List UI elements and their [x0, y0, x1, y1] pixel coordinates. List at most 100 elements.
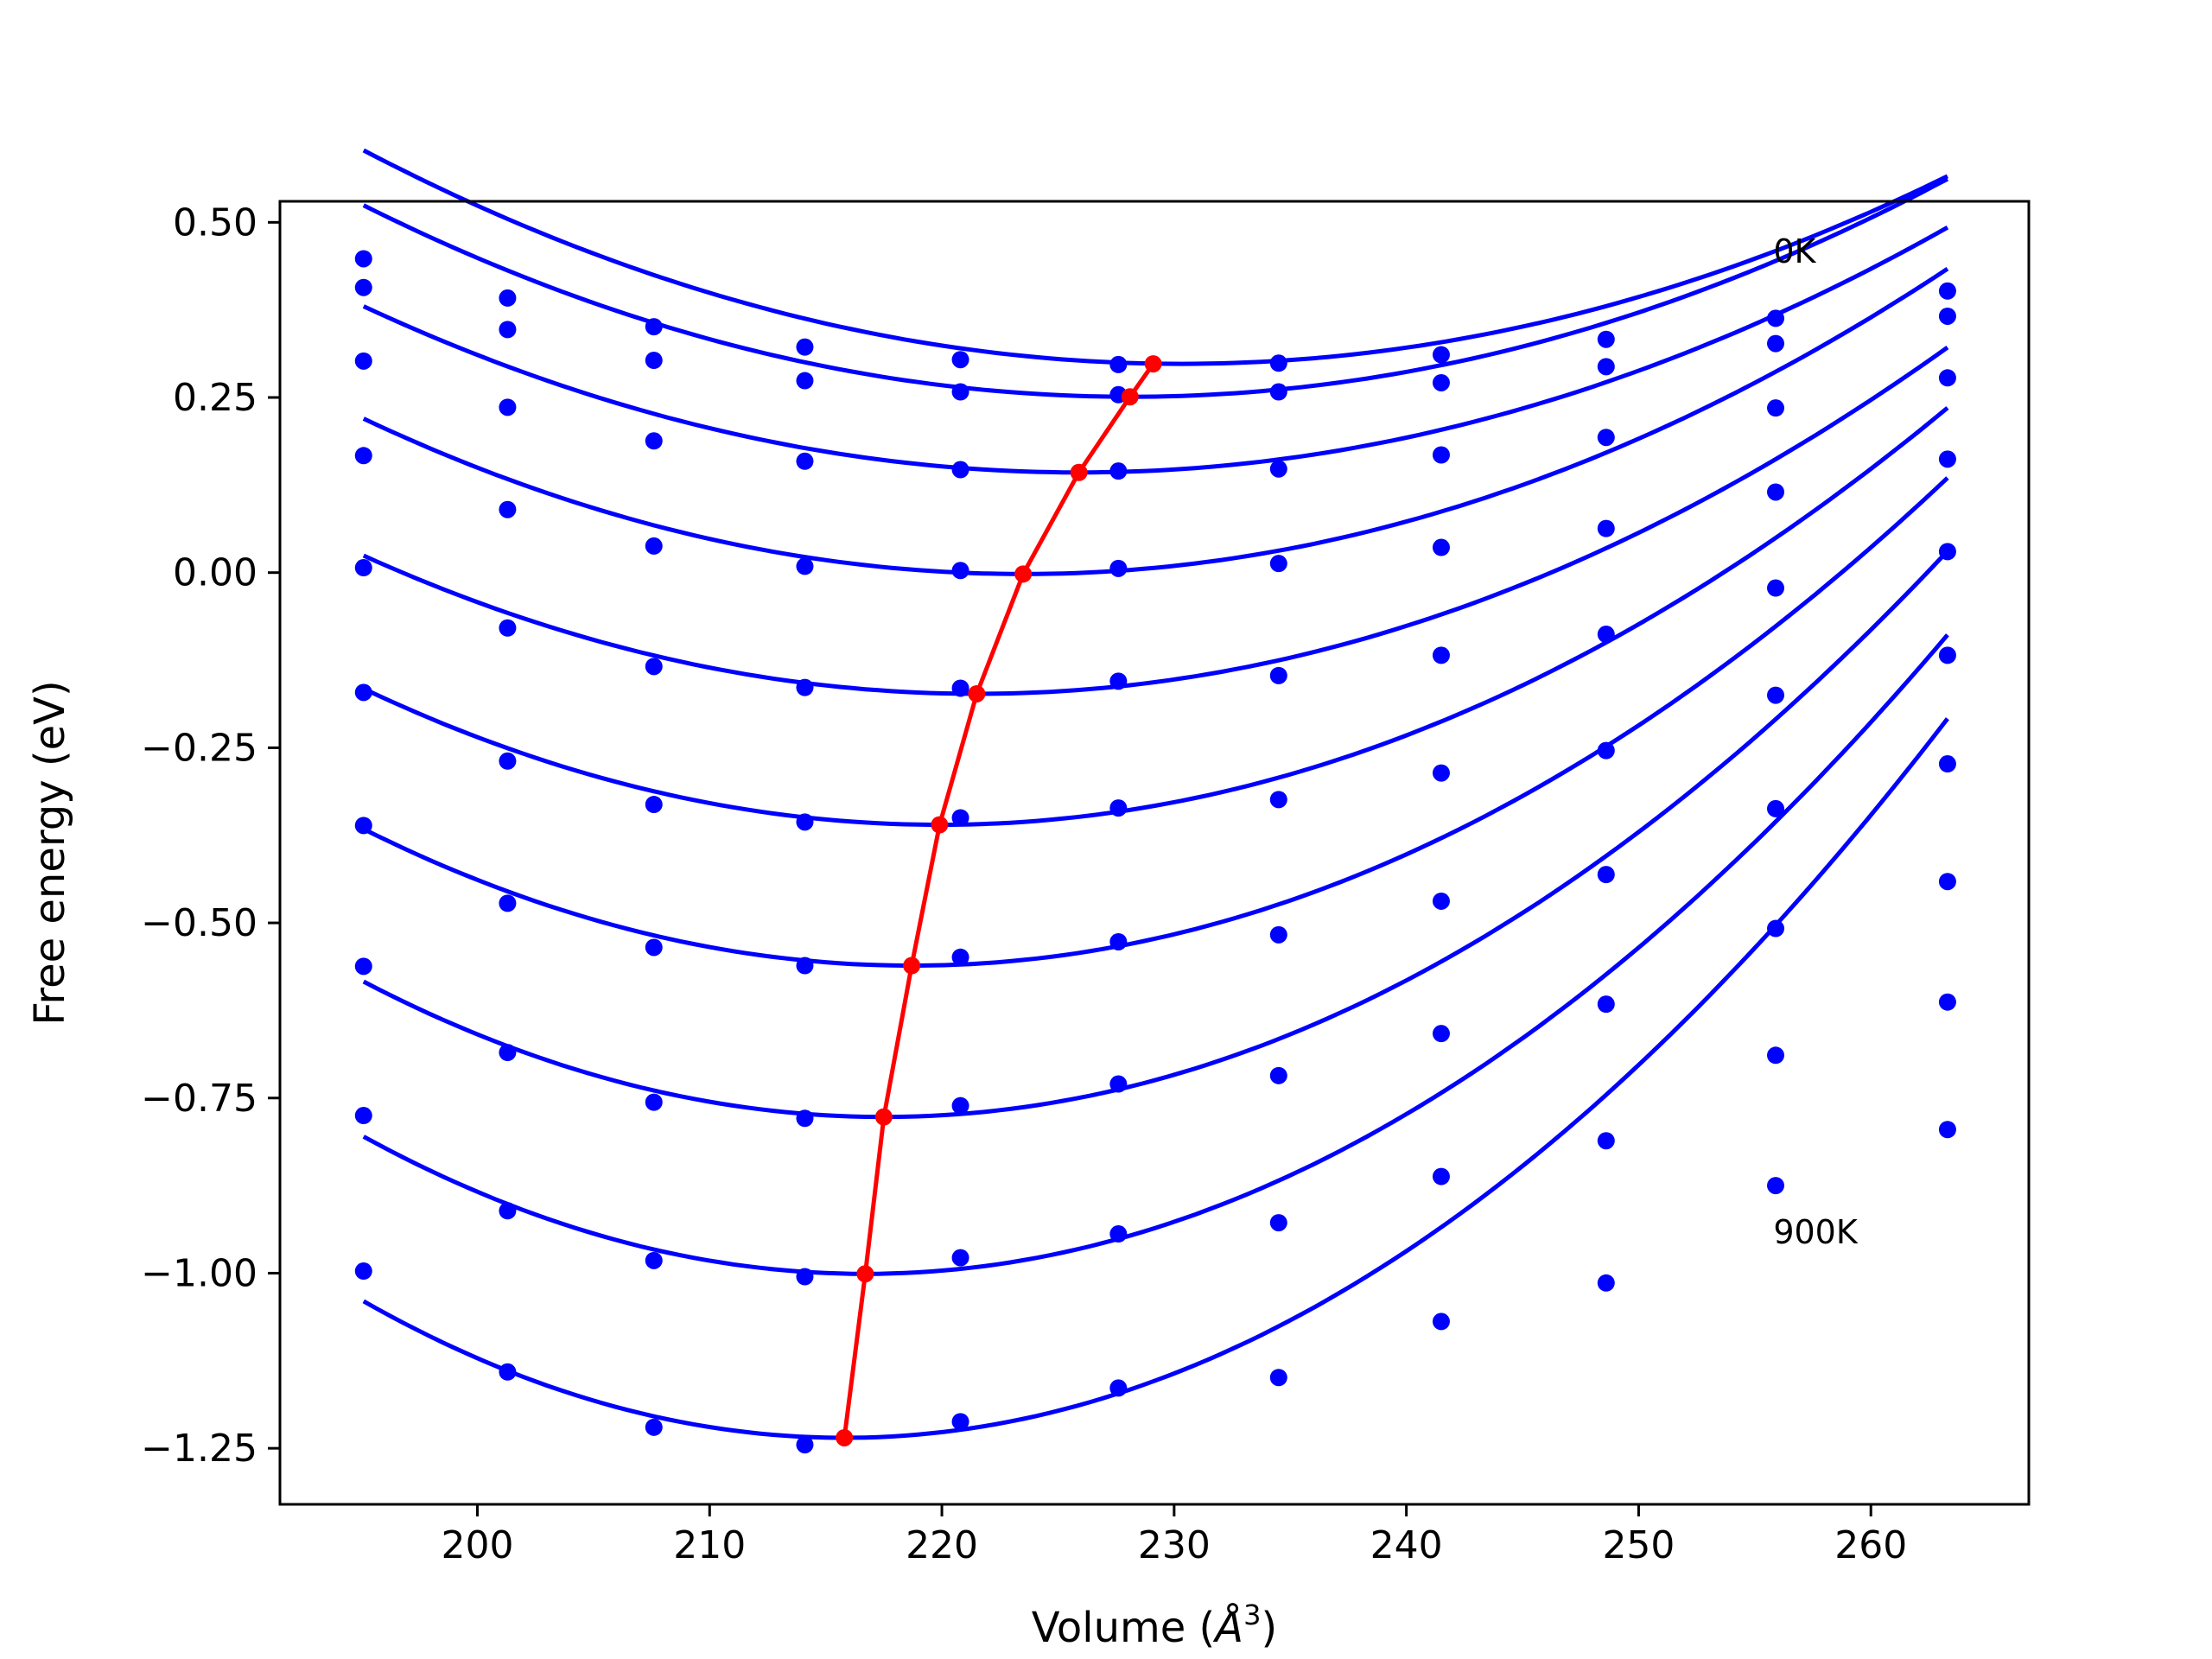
minimum-point: [836, 1428, 854, 1446]
data-point: [1767, 799, 1785, 817]
fit-curve: [362, 633, 1949, 1276]
data-point: [354, 352, 372, 370]
annotations: 0K 900K: [1773, 232, 1859, 1251]
y-axis: 0.50 0.25 0.00 −0.25 −0.50 −0.75 −1.00 −1.25: [141, 200, 280, 1471]
data-point: [1109, 932, 1128, 950]
x-tick-label: 230: [1138, 1523, 1211, 1567]
data-point: [1597, 1274, 1615, 1292]
data-point: [951, 461, 969, 479]
data-point: [1597, 519, 1615, 537]
data-point: [499, 1202, 517, 1220]
data-point: [951, 809, 969, 827]
series-3: [354, 267, 1956, 580]
data-point: [1109, 355, 1128, 373]
data-point: [1767, 399, 1785, 417]
minimum-point: [903, 957, 921, 975]
data-point: [796, 557, 814, 575]
data-point: [1938, 993, 1956, 1011]
data-point: [1269, 791, 1287, 809]
data-point: [1269, 383, 1287, 401]
data-point: [951, 679, 969, 697]
data-point: [499, 289, 517, 307]
fit-curve: [362, 267, 1949, 576]
data-point: [796, 1109, 814, 1128]
data-point: [645, 938, 663, 957]
data-point: [1109, 1075, 1128, 1093]
fit-curve: [362, 406, 1949, 828]
fit-curve: [362, 346, 1949, 696]
data-point: [1767, 483, 1785, 501]
data-point: [796, 678, 814, 696]
minimum-point: [1014, 565, 1033, 583]
data-point: [354, 278, 372, 296]
minimum-point: [1144, 355, 1162, 373]
x-tick-label: 220: [906, 1523, 978, 1567]
plot-area: [354, 148, 1956, 1454]
data-point: [1109, 559, 1128, 577]
data-point: [354, 683, 372, 702]
data-point: [1597, 358, 1615, 376]
axes-frame: [278, 200, 2031, 1506]
data-point: [951, 1413, 969, 1431]
data-point: [645, 796, 663, 814]
data-point: [1432, 538, 1450, 556]
data-point: [499, 752, 517, 770]
data-point: [796, 1268, 814, 1286]
data-point: [1597, 995, 1615, 1014]
x-axis-label-base: Volume (: [1032, 1604, 1216, 1652]
data-point: [1938, 307, 1956, 325]
minimum-point: [1121, 388, 1139, 406]
y-tick-label: 0.25: [173, 376, 257, 420]
data-point: [1109, 672, 1128, 690]
data-point: [354, 957, 372, 976]
x-axis-label-end: ): [1261, 1604, 1277, 1652]
fit-curve: [362, 550, 1949, 1120]
data-point: [951, 1249, 969, 1267]
data-point: [499, 894, 517, 912]
data-point: [1432, 646, 1450, 664]
data-point: [354, 447, 372, 465]
x-tick-label: 260: [1834, 1523, 1907, 1567]
data-point: [1767, 686, 1785, 704]
data-point: [796, 338, 814, 356]
data-point: [499, 500, 517, 518]
data-point: [1269, 1214, 1287, 1232]
data-point: [1597, 741, 1615, 760]
x-axis-label-unit: Å: [1212, 1603, 1243, 1652]
y-tick-label: −0.75: [141, 1077, 257, 1121]
fit-curve: [362, 717, 1949, 1440]
data-point: [1767, 1177, 1785, 1195]
y-axis-label: Free energy (eV): [26, 680, 74, 1025]
data-point: [1109, 1379, 1128, 1397]
data-point: [796, 813, 814, 831]
data-point: [1938, 1121, 1956, 1139]
annotation-label: 0K: [1773, 232, 1816, 270]
x-tick-label: 210: [673, 1523, 746, 1567]
data-point: [1938, 873, 1956, 891]
data-point: [1432, 892, 1450, 910]
data-point: [1432, 1167, 1450, 1185]
data-point: [1938, 450, 1956, 468]
data-point: [951, 383, 969, 401]
x-tick-label: 240: [1370, 1523, 1443, 1567]
data-point: [645, 537, 663, 555]
data-point: [1269, 1369, 1287, 1387]
series-9: [354, 717, 1956, 1454]
data-point: [499, 619, 517, 637]
data-point: [1432, 1313, 1450, 1331]
data-point: [1597, 1132, 1615, 1150]
data-point: [645, 352, 663, 370]
data-point: [951, 351, 969, 369]
data-point: [951, 1096, 969, 1115]
data-point: [645, 1418, 663, 1436]
data-point: [1269, 666, 1287, 684]
series-5: [354, 406, 1956, 831]
data-point: [951, 562, 969, 580]
annotation-label: 900K: [1773, 1213, 1859, 1251]
x-tick-label: 200: [441, 1523, 513, 1567]
series-4: [354, 346, 1956, 697]
data-point: [1269, 555, 1287, 573]
data-point: [1432, 446, 1450, 464]
